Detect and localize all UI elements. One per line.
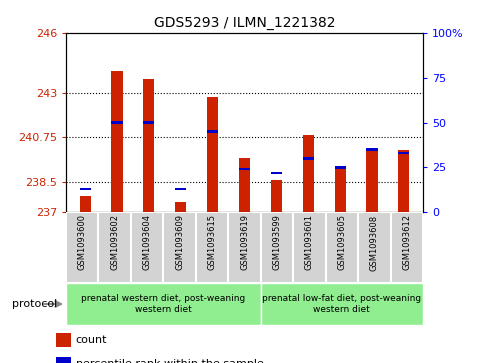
Bar bbox=[206, 130, 218, 133]
Bar bbox=[334, 168, 345, 212]
Bar bbox=[325, 212, 357, 283]
Bar bbox=[334, 166, 345, 169]
Bar bbox=[270, 180, 282, 212]
Text: GSM1093605: GSM1093605 bbox=[337, 215, 346, 270]
Text: GSM1093601: GSM1093601 bbox=[305, 215, 313, 270]
Text: GSM1093608: GSM1093608 bbox=[369, 215, 378, 270]
Text: GSM1093599: GSM1093599 bbox=[272, 215, 281, 270]
Bar bbox=[143, 78, 154, 212]
Bar bbox=[175, 188, 186, 190]
Bar bbox=[270, 172, 282, 174]
Title: GDS5293 / ILMN_1221382: GDS5293 / ILMN_1221382 bbox=[153, 16, 335, 30]
Text: prenatal low-fat diet, post-weaning
western diet: prenatal low-fat diet, post-weaning west… bbox=[262, 294, 421, 314]
Text: protocol: protocol bbox=[12, 299, 58, 309]
Text: GSM1093609: GSM1093609 bbox=[175, 215, 183, 270]
Bar bbox=[228, 212, 260, 283]
Bar bbox=[66, 212, 98, 283]
Bar bbox=[131, 212, 163, 283]
Bar bbox=[80, 196, 91, 212]
Text: GSM1093612: GSM1093612 bbox=[402, 215, 410, 270]
Text: GSM1093602: GSM1093602 bbox=[110, 215, 119, 270]
Text: percentile rank within the sample: percentile rank within the sample bbox=[76, 359, 263, 363]
Bar bbox=[195, 212, 228, 283]
Bar bbox=[302, 135, 313, 212]
Bar bbox=[111, 70, 122, 212]
Bar bbox=[56, 357, 70, 363]
Bar bbox=[175, 202, 186, 212]
Text: GSM1093600: GSM1093600 bbox=[78, 215, 86, 270]
Bar bbox=[293, 212, 325, 283]
Text: GSM1093604: GSM1093604 bbox=[142, 215, 151, 270]
Bar bbox=[80, 188, 91, 190]
Bar bbox=[66, 283, 260, 325]
Bar bbox=[397, 150, 408, 212]
Bar bbox=[366, 150, 377, 212]
Text: prenatal western diet, post-weaning
western diet: prenatal western diet, post-weaning west… bbox=[81, 294, 245, 314]
Bar bbox=[56, 333, 70, 347]
Text: count: count bbox=[76, 335, 107, 345]
Bar bbox=[98, 212, 131, 283]
Bar bbox=[239, 158, 249, 212]
Bar bbox=[239, 168, 249, 170]
Text: GSM1093619: GSM1093619 bbox=[240, 215, 248, 270]
Bar bbox=[357, 212, 390, 283]
Bar bbox=[163, 212, 195, 283]
Bar bbox=[366, 148, 377, 151]
Bar bbox=[260, 283, 422, 325]
Bar bbox=[111, 121, 122, 124]
Text: GSM1093615: GSM1093615 bbox=[207, 215, 216, 270]
Bar bbox=[143, 121, 154, 124]
Bar bbox=[206, 97, 218, 212]
Bar bbox=[397, 152, 408, 154]
Bar bbox=[260, 212, 293, 283]
Bar bbox=[390, 212, 422, 283]
Bar bbox=[302, 157, 313, 160]
